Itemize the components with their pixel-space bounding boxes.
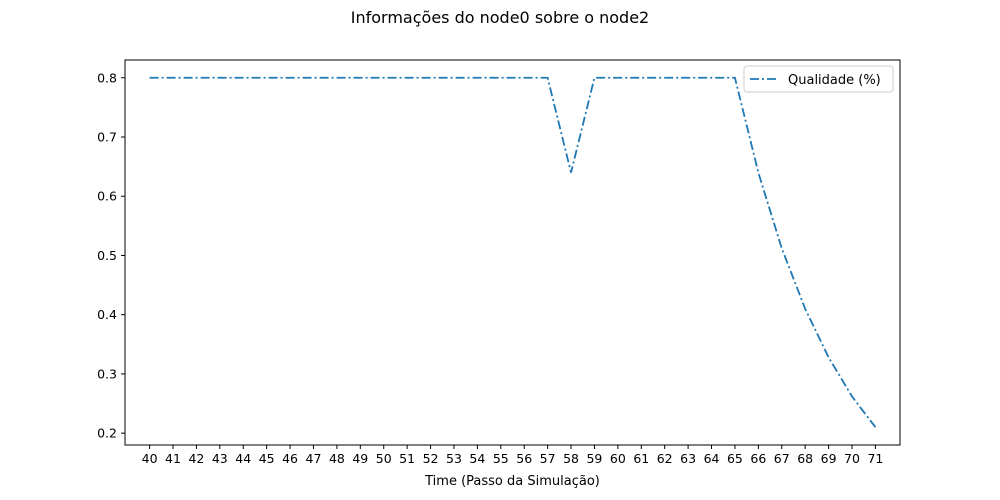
- x-tick-label: 64: [704, 451, 720, 466]
- x-tick-label: 63: [680, 451, 696, 466]
- x-tick-label: 44: [235, 451, 251, 466]
- x-tick-label: 55: [493, 451, 509, 466]
- x-tick-label: 49: [352, 451, 368, 466]
- chart-title: Informações do node0 sobre o node2: [351, 8, 649, 27]
- y-tick-label: 0.3: [97, 366, 117, 381]
- x-tick-label: 66: [750, 451, 766, 466]
- x-tick-label: 65: [727, 451, 743, 466]
- x-tick-label: 67: [774, 451, 790, 466]
- x-tick-label: 62: [657, 451, 673, 466]
- x-tick-label: 52: [423, 451, 439, 466]
- x-tick-label: 53: [446, 451, 462, 466]
- plot-frame: [124, 59, 901, 446]
- x-tick-label: 68: [797, 451, 813, 466]
- y-tick-label: 0.7: [97, 130, 117, 145]
- x-tick-label: 47: [306, 451, 322, 466]
- x-axis: 40 41 42 43 44 45 46 47 48 49 50 51 52 53 54 55 56 57 58 59…: [142, 445, 883, 466]
- x-tick-label: 60: [610, 451, 626, 466]
- x-tick-label: 41: [165, 451, 181, 466]
- x-tick-label: 46: [282, 451, 298, 466]
- legend-label: Qualidade (%): [788, 73, 881, 88]
- x-tick-label: 58: [563, 451, 579, 466]
- y-tick-label: 0.6: [97, 189, 117, 204]
- y-tick-label: 0.5: [97, 248, 117, 263]
- series-group: [149, 76, 877, 428]
- legend-frame: [743, 65, 894, 93]
- y-tick-label: 0.2: [97, 426, 117, 441]
- x-tick-label: 57: [540, 451, 556, 466]
- x-tick-label: 54: [469, 451, 485, 466]
- y-tick-label: 0.4: [97, 307, 117, 322]
- legend: Qualidade (%): [743, 65, 894, 93]
- x-tick-label: 45: [259, 451, 275, 466]
- x-tick-label: 40: [142, 451, 158, 466]
- x-tick-label: 61: [633, 451, 649, 466]
- series-line: [149, 76, 877, 428]
- x-tick-label: 42: [188, 451, 204, 466]
- plot-area: [124, 59, 901, 446]
- x-tick-label: 56: [516, 451, 532, 466]
- x-tick-label: 48: [329, 451, 345, 466]
- x-tick-label: 50: [376, 451, 392, 466]
- x-tick-label: 51: [399, 451, 415, 466]
- x-tick-label: 43: [212, 451, 228, 466]
- x-tick-label: 70: [844, 451, 860, 466]
- x-axis-label: Time (Passo da Simulação): [424, 474, 600, 489]
- y-tick-label: 0.8: [97, 70, 117, 85]
- x-tick-label: 59: [586, 451, 602, 466]
- x-tick-label: 71: [867, 451, 883, 466]
- y-axis: 0.2 0.3 0.4 0.5 0.6 0.7 0.8: [97, 70, 125, 441]
- x-tick-label: 69: [821, 451, 837, 466]
